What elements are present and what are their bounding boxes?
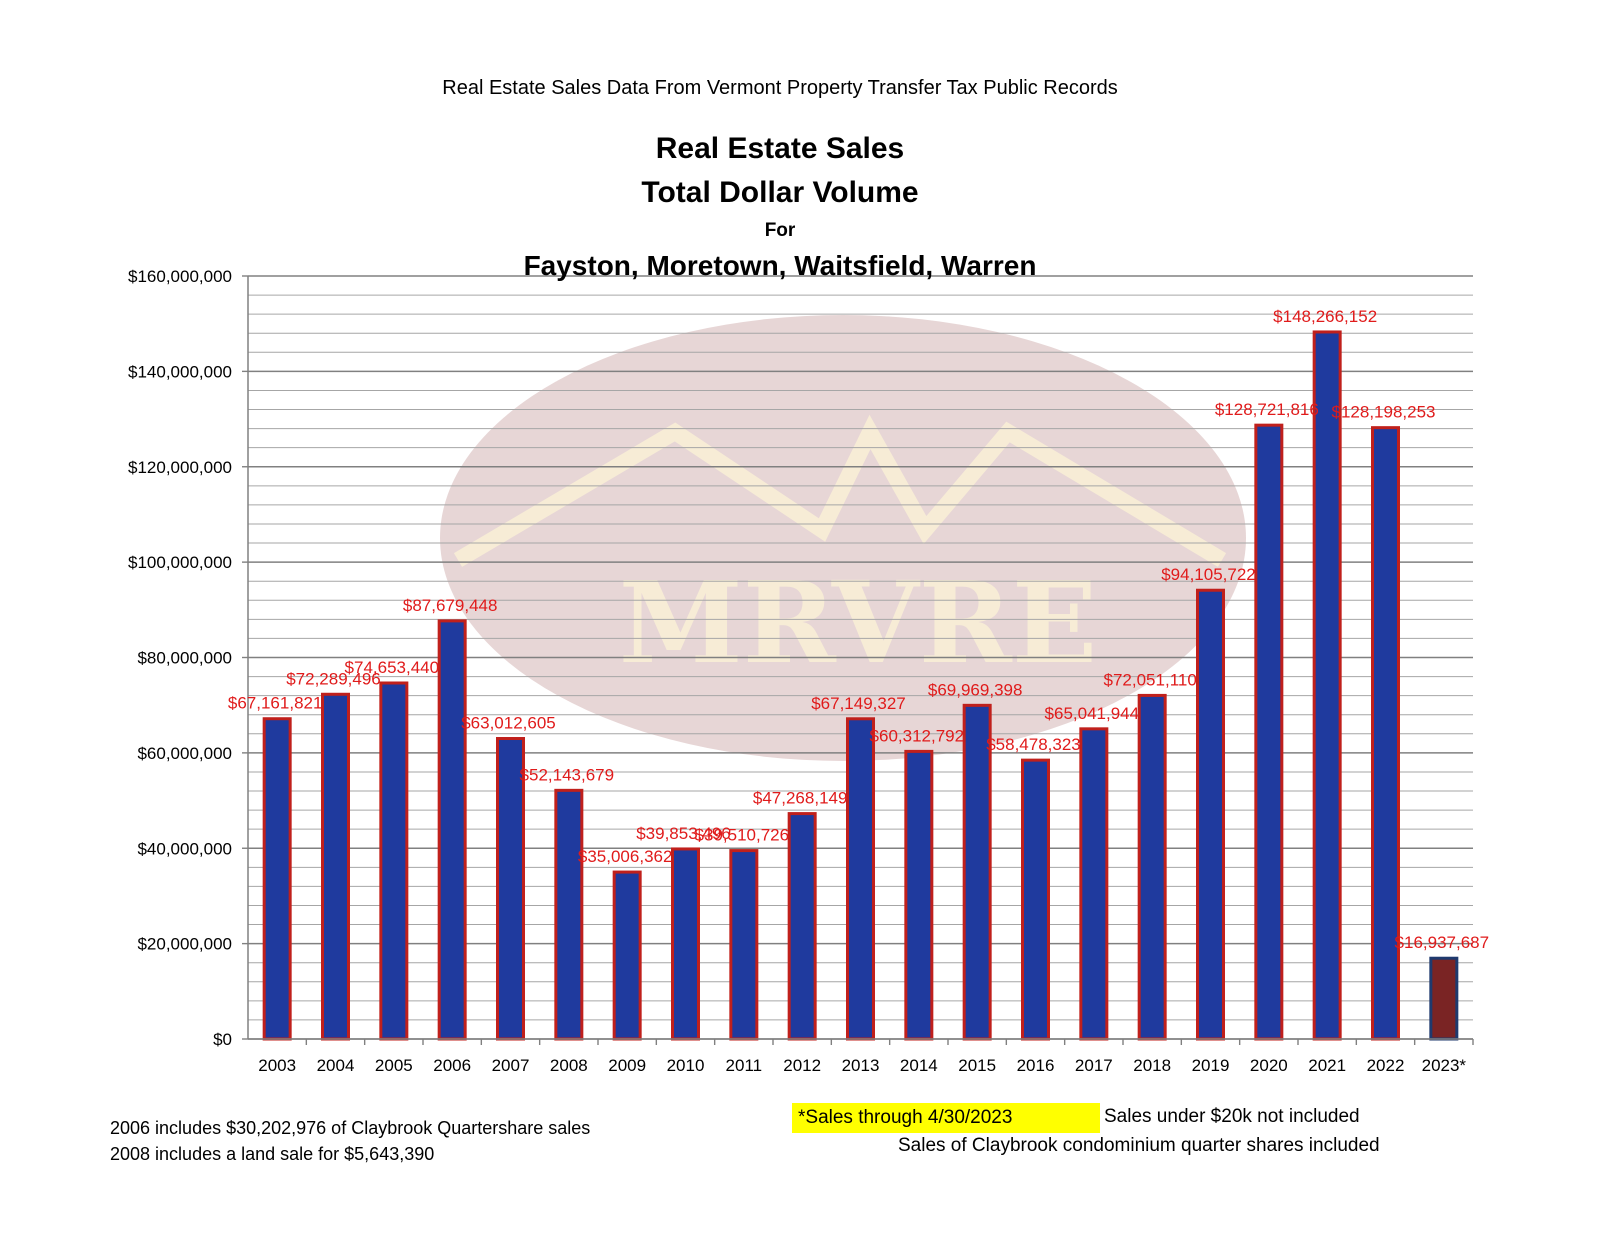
y-tick-label: $60,000,000 [137,744,232,763]
y-tick-label: $80,000,000 [137,649,232,668]
chart-bars [262,330,1459,1041]
bar [612,870,642,1041]
data-label: $63,012,605 [461,714,556,733]
bar [1021,758,1050,1041]
bar [1371,426,1400,1041]
y-tick-label: $40,000,000 [137,839,232,858]
x-axis-tick-labels: 2003 2004 2005 2006 2007 2008 2009 2010 2011 2012… [258,1056,1466,1075]
y-tick-label: $160,000,000 [128,267,232,286]
x-tick-label: 2011 [726,1056,763,1075]
chart-title-line-1: Real Estate Sales [655,132,905,165]
data-label: $72,051,110 [1104,670,1197,689]
data-label: $128,721,816 [1215,400,1319,419]
footnote-claybrook: Sales of Claybrook condominium quarter s… [898,1135,1380,1156]
data-label: $148,266,152 [1273,307,1377,326]
data-label: $39,853,496 [636,824,731,843]
data-label: $65,041,944 [1045,704,1140,723]
x-tick-label: 2021 [1308,1056,1346,1075]
x-tick-label: 2020 [1250,1056,1288,1075]
y-tick-label: $120,000,000 [128,458,232,477]
bar [554,788,584,1041]
data-label: $58,478,323 [986,735,1081,754]
x-tick-label: 2009 [608,1056,646,1075]
chart-title-line-2: Total Dollar Volume [641,176,919,209]
data-label: $74,653,440 [345,658,440,677]
chart-title-line-3: For [764,220,796,241]
data-label: $39,510,726 [695,826,790,845]
x-tick-label: 2013 [842,1056,880,1075]
x-tick-label: 2003 [258,1056,296,1075]
watermark-text: MRVRE [619,558,1097,689]
data-label: $69,969,398 [928,680,1023,699]
data-label: $52,143,679 [520,765,615,784]
bar [379,681,409,1041]
bar [1312,330,1342,1041]
y-tick-label: $100,000,000 [128,553,232,572]
y-tick-label: $140,000,000 [128,362,232,381]
x-tick-label: 2010 [667,1056,705,1075]
bar [904,749,934,1041]
data-labels: $67,161,821 $72,289,496$74,653,440 $87,679… [228,307,1489,952]
data-label: $67,161,821 [228,694,323,713]
watermark-oval [440,315,1246,761]
bar [1196,588,1225,1041]
y-tick-label: $0 [213,1030,232,1049]
y-axis-tick-labels: $0 $20,000,000 $40,000,000 $60,000,000 $80,0… [128,267,232,1049]
bar [1079,727,1109,1041]
bar [1254,423,1284,1041]
x-tick-label: 2019 [1192,1056,1230,1075]
x-tick-label: 2008 [550,1056,588,1075]
chart-title-line-4: Fayston, Moretown, Waitsfield, Warren [523,250,1037,281]
x-tick-label: 2017 [1075,1056,1113,1075]
bar [846,717,875,1041]
x-tick-label: 2014 [900,1056,938,1075]
data-label: $47,268,149 [753,789,848,808]
mrvre-watermark-logo: MRVRE [440,315,1246,761]
x-tick-label: 2004 [317,1056,355,1075]
x-tick-label: 2016 [1017,1056,1055,1075]
y-tick-label: $20,000,000 [137,935,232,954]
x-tick-label: 2006 [433,1056,471,1075]
x-tick-label: 2018 [1133,1056,1171,1075]
footnote-2008: 2008 includes a land sale for $5,643,390 [110,1144,435,1164]
data-label: $87,679,448 [403,596,498,615]
source-line: Real Estate Sales Data From Vermont Prop… [442,77,1118,99]
x-tick-label: 2022 [1367,1056,1405,1075]
bar [321,692,350,1041]
data-label: $67,149,327 [811,694,906,713]
bar [1429,956,1459,1041]
data-label: $16,937,687 [1395,933,1490,952]
data-label: $35,006,362 [578,847,673,866]
bar [262,717,292,1041]
bar [729,849,759,1041]
bar [437,619,467,1041]
x-tick-label: 2012 [783,1056,821,1075]
bar [1137,693,1167,1041]
data-label: $94,105,722 [1161,565,1256,584]
bar [962,703,992,1041]
footnote-2006: 2006 includes $30,202,976 of Claybrook Q… [110,1118,591,1138]
data-label: $128,198,253 [1332,403,1436,422]
x-tick-label: 2015 [958,1056,996,1075]
x-tick-label: 2005 [375,1056,413,1075]
chart-axes [242,275,1474,1045]
bar [671,847,700,1041]
x-tick-label: 2007 [492,1056,530,1075]
footnote-under-20k: Sales under $20k not included [1104,1106,1360,1127]
x-tick-label: 2023* [1422,1056,1467,1075]
bar [787,812,817,1041]
sales-through-highlight: *Sales through 4/30/2023 [792,1103,1100,1133]
watermark-mountains [453,414,1227,567]
data-label: $60,312,792 [870,726,965,745]
data-label: $72,289,496 [286,669,381,688]
